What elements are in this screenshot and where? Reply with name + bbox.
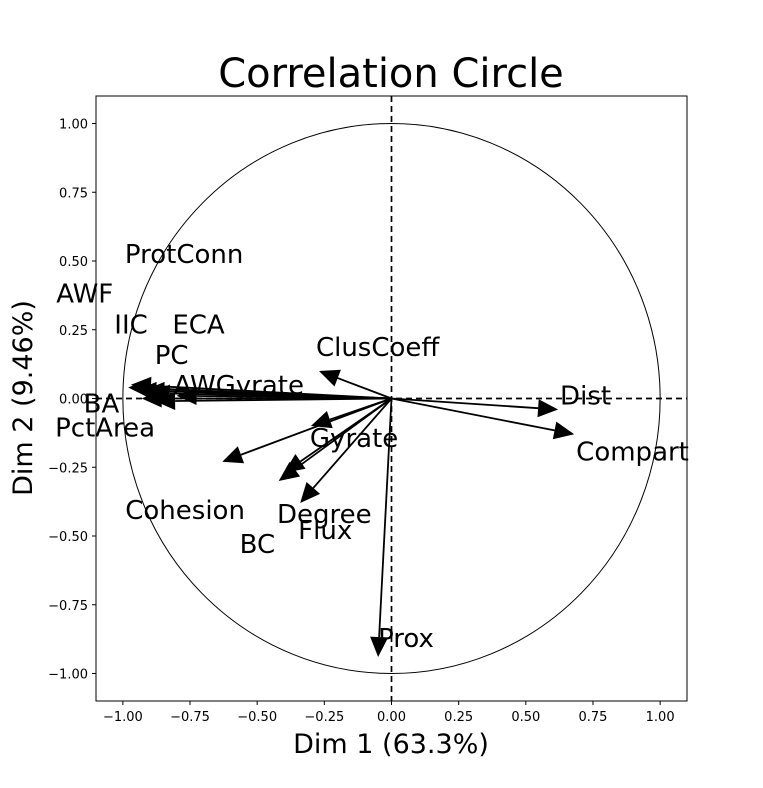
vector-label-prox: Prox xyxy=(378,624,434,654)
vector-label-dist: Dist xyxy=(560,382,611,412)
vector-flux-arrowhead xyxy=(300,482,321,503)
vector-prox-shaft xyxy=(378,398,393,638)
vector-label-awgyrate: AWGyrate xyxy=(174,371,304,401)
y-tick-label: 0.00 xyxy=(59,393,88,408)
x-tick-label: 0.50 xyxy=(511,710,540,725)
vector-dist-shaft xyxy=(391,397,539,410)
vector-label-awf: AWF xyxy=(56,280,113,310)
vector-label-bc: BC xyxy=(240,530,276,560)
y-tick-label: 0.50 xyxy=(59,255,88,270)
x-axis-ticks: −1.00 −0.75 −0.50 −0.25 0.00 0.25 0.50 0.75 1.00 xyxy=(103,701,675,725)
x-tick-label: 1.00 xyxy=(646,710,675,725)
vector-cluscoeff-arrowhead xyxy=(319,369,341,387)
x-tick-label: 0.75 xyxy=(579,710,608,725)
y-tick-label: −0.25 xyxy=(48,461,88,476)
y-tick-label: 1.00 xyxy=(59,118,88,133)
y-tick-label: −0.50 xyxy=(48,530,88,545)
vector-label-degree: Degree xyxy=(277,500,372,530)
vector-compart-arrowhead xyxy=(552,421,575,440)
y-tick-label: 0.75 xyxy=(59,186,88,201)
y-axis-label: Dim 2 (9.46%) xyxy=(8,300,39,496)
x-axis-label: Dim 1 (63.3%) xyxy=(293,729,489,760)
vector-pctarea-shaft xyxy=(175,397,392,402)
vector-degree-arrowhead xyxy=(284,454,306,473)
vector-label-pc: PC xyxy=(155,341,189,371)
y-tick-label: −1.00 xyxy=(48,668,88,683)
vector-prox-arrowhead xyxy=(370,636,389,657)
vector-ba-arrowhead xyxy=(141,389,162,408)
vector-cluscoeff-shaft xyxy=(337,377,392,400)
x-tick-label: 0.25 xyxy=(444,710,473,725)
vector-dist-arrowhead xyxy=(537,399,559,418)
vector-cohesion-arrowhead xyxy=(222,446,245,464)
vector-label-iic: IIC xyxy=(114,310,148,340)
vector-label-flux: Flux xyxy=(298,516,352,546)
x-tick-label: 0.00 xyxy=(377,710,406,725)
vector-gyrate-arrowhead xyxy=(310,411,333,429)
vector-label-cohesion: Cohesion xyxy=(125,496,245,526)
x-tick-label: −0.75 xyxy=(170,710,210,725)
x-tick-label: −0.50 xyxy=(237,710,277,725)
y-axis-ticks: −1.00 −0.75 −0.50 −0.25 0.00 0.25 0.50 0.75 1.00 xyxy=(48,118,96,683)
vector-flux-shaft xyxy=(312,397,393,489)
vector-gyrate-shaft xyxy=(329,397,392,421)
y-tick-label: 0.25 xyxy=(59,324,88,339)
vector-label-cluscoeff: ClusCoeff xyxy=(316,333,440,363)
vector-compart-shaft xyxy=(391,397,555,432)
vector-label-gyrate: Gyrate xyxy=(310,424,398,454)
vector-label-ba: BA xyxy=(84,390,120,420)
vector-label-pctarea: PctArea xyxy=(55,413,155,443)
vector-label-compart: Compart xyxy=(576,437,689,467)
vector-pctarea-arrowhead xyxy=(155,392,176,410)
x-tick-label: −1.00 xyxy=(103,710,143,725)
vector-label-eca: ECA xyxy=(172,310,225,340)
y-tick-label: −0.75 xyxy=(48,599,88,614)
chart-title: Correlation Circle xyxy=(218,51,564,97)
vector-label-protconn: ProtConn xyxy=(125,240,243,270)
x-tick-label: −0.25 xyxy=(304,710,344,725)
vector-degree-shaft xyxy=(299,397,393,463)
